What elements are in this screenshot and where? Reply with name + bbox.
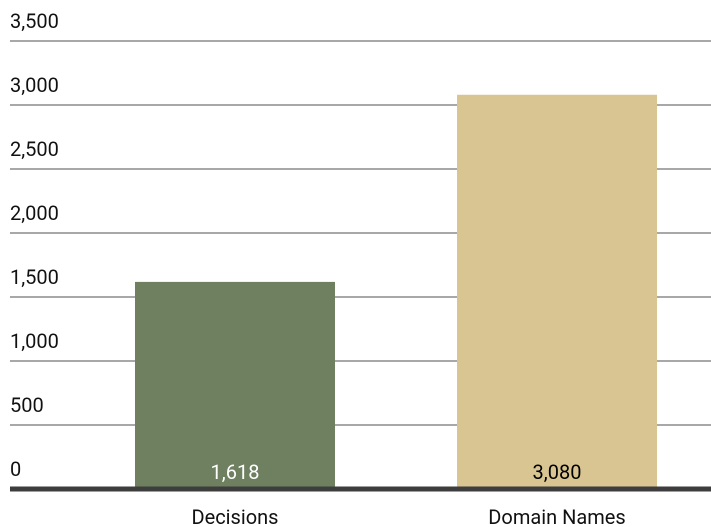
bar [457, 94, 657, 489]
y-tick-label: 2,000 [10, 201, 59, 225]
value-label: 1,618 [211, 460, 260, 484]
y-tick-label: 500 [10, 393, 44, 417]
y-tick-label: 0 [10, 457, 21, 481]
y-tick-label: 2,500 [10, 137, 59, 161]
y-tick-label: 3,500 [10, 9, 59, 33]
y-tick-label: 1,500 [10, 265, 59, 289]
value-label: 3,080 [533, 460, 582, 484]
y-tick-label: 1,000 [10, 329, 59, 353]
y-tick-label: 3,000 [10, 73, 59, 97]
x-tick-label: Decisions [191, 505, 278, 527]
x-tick-label: Domain Names [488, 505, 625, 527]
bar [135, 281, 335, 489]
